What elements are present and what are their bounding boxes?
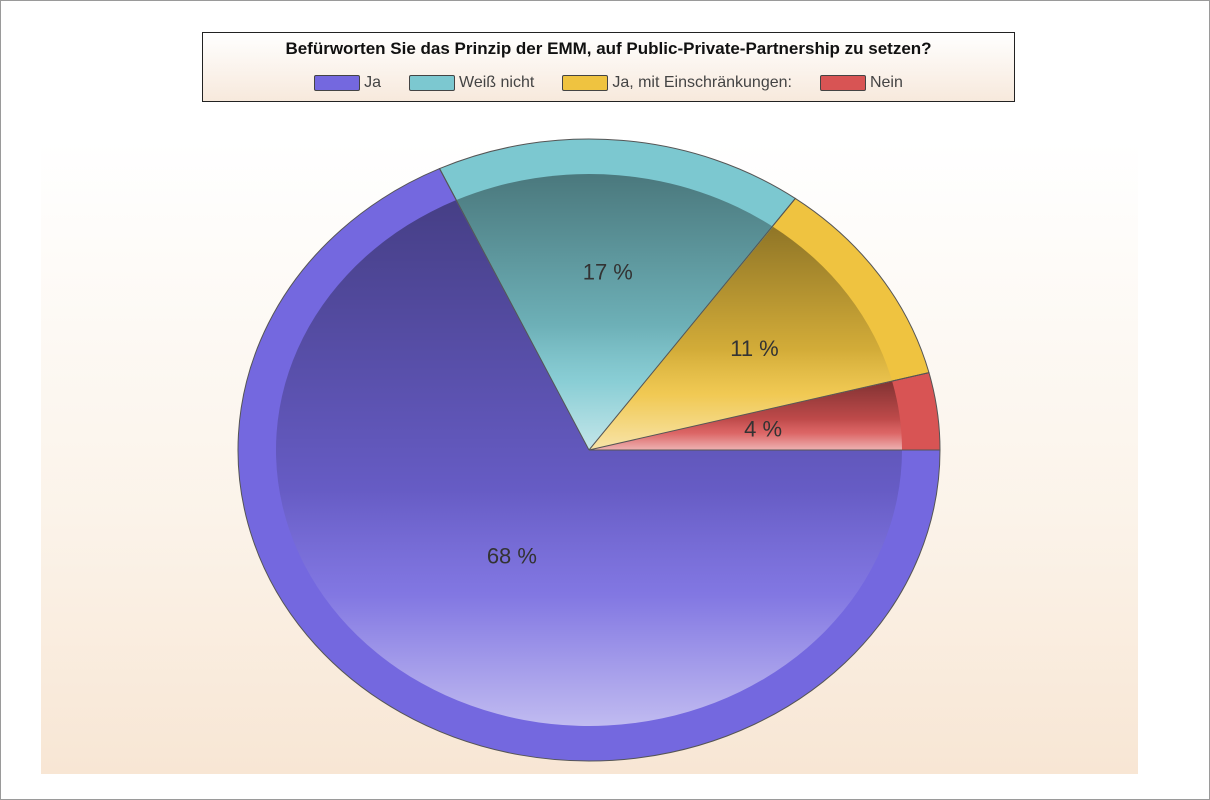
slice-label-nein: 4 % [744,416,782,441]
legend-label-nein: Nein [869,74,903,91]
pie-slice-shade-ja [275,200,902,727]
legend-swatch-nein [819,75,866,91]
slice-divider-ja-mit-einschraenkungen [588,372,930,451]
chart-title: Befürworten Sie das Prinzip der EMM, auf… [285,39,932,58]
pie-slice-shade-nein [589,381,902,450]
legend-item-ja-mit-einschraenkungen: Ja, mit Einschränkungen: [562,74,792,92]
legend-swatch-ja [314,75,361,91]
slice-divider-weiss-nicht [588,198,796,451]
legend: Befürworten Sie das Prinzip der EMM, auf… [202,32,1015,102]
legend-swatch-weiss-nicht [409,75,456,91]
legend-item-weiss-nicht: Weiß nicht [409,74,534,92]
legend-label-ja: Ja [364,74,382,91]
pie-labels: 4 % 11 % 17 % 68 % [487,259,782,568]
slice-label-weiss-nicht: 17 % [583,259,633,284]
pie-slice-shade-weiss-nicht [455,173,773,450]
legend-item-nein: Nein [819,74,903,92]
slice-label-ja-mit-einschraenkungen: 11 % [730,336,779,361]
legend-items: Ja Weiß nicht Ja, mit Einschränkungen: N… [203,74,1014,92]
legend-item-ja: Ja [314,74,381,92]
legend-swatch-ja-mit-einschraenkungen [562,75,609,91]
legend-label-weiss-nicht: Weiß nicht [459,74,535,91]
slice-divider-ja [439,168,590,451]
pie-inner-shading [275,168,940,727]
pie-slice-shade-ja-mit-einschraenkungen [589,226,893,450]
slice-label-ja: 68 % [487,544,537,569]
legend-label-ja-mit-einschraenkungen: Ja, mit Einschränkungen: [612,74,792,91]
